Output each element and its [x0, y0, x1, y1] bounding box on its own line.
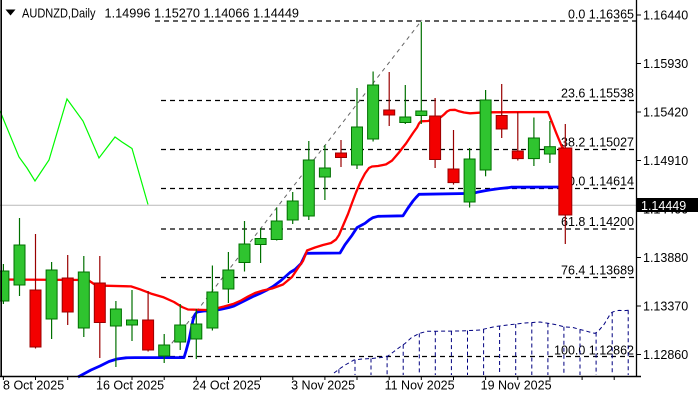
svg-text:1.14996 1.15270 1.14066 1.1444: 1.14996 1.15270 1.14066 1.14449 — [105, 6, 300, 20]
svg-text:1.16440: 1.16440 — [643, 8, 688, 22]
svg-text:23.6 1.15538: 23.6 1.15538 — [561, 87, 634, 101]
svg-text:76.4 1.13689: 76.4 1.13689 — [561, 264, 634, 278]
svg-text:16 Oct 2025: 16 Oct 2025 — [96, 379, 164, 393]
svg-text:1.14449: 1.14449 — [641, 199, 686, 213]
svg-text:1.14910: 1.14910 — [643, 154, 688, 168]
svg-text:0.0 1.16365: 0.0 1.16365 — [568, 8, 634, 22]
svg-text:AUDNZD,Daily: AUDNZD,Daily — [22, 6, 96, 20]
svg-text:24 Oct 2025: 24 Oct 2025 — [193, 379, 261, 393]
svg-text:19 Nov 2025: 19 Nov 2025 — [481, 379, 552, 393]
svg-text:1.13370: 1.13370 — [643, 299, 688, 313]
svg-text:38.2 1.15027: 38.2 1.15027 — [561, 136, 634, 150]
svg-text:1.15420: 1.15420 — [643, 105, 688, 119]
svg-text:1.13880: 1.13880 — [643, 251, 688, 265]
svg-text:3 Nov 2025: 3 Nov 2025 — [291, 379, 355, 393]
svg-text:50.0 1.14614: 50.0 1.14614 — [561, 175, 634, 189]
svg-text:100.0 1.12862: 100.0 1.12862 — [554, 344, 634, 358]
svg-text:1.15930: 1.15930 — [643, 57, 688, 71]
svg-text:8 Oct 2025: 8 Oct 2025 — [3, 379, 64, 393]
svg-text:11 Nov 2025: 11 Nov 2025 — [385, 379, 455, 393]
svg-text:61.8 1.14200: 61.8 1.14200 — [561, 215, 634, 229]
svg-text:1.12860: 1.12860 — [643, 348, 688, 362]
